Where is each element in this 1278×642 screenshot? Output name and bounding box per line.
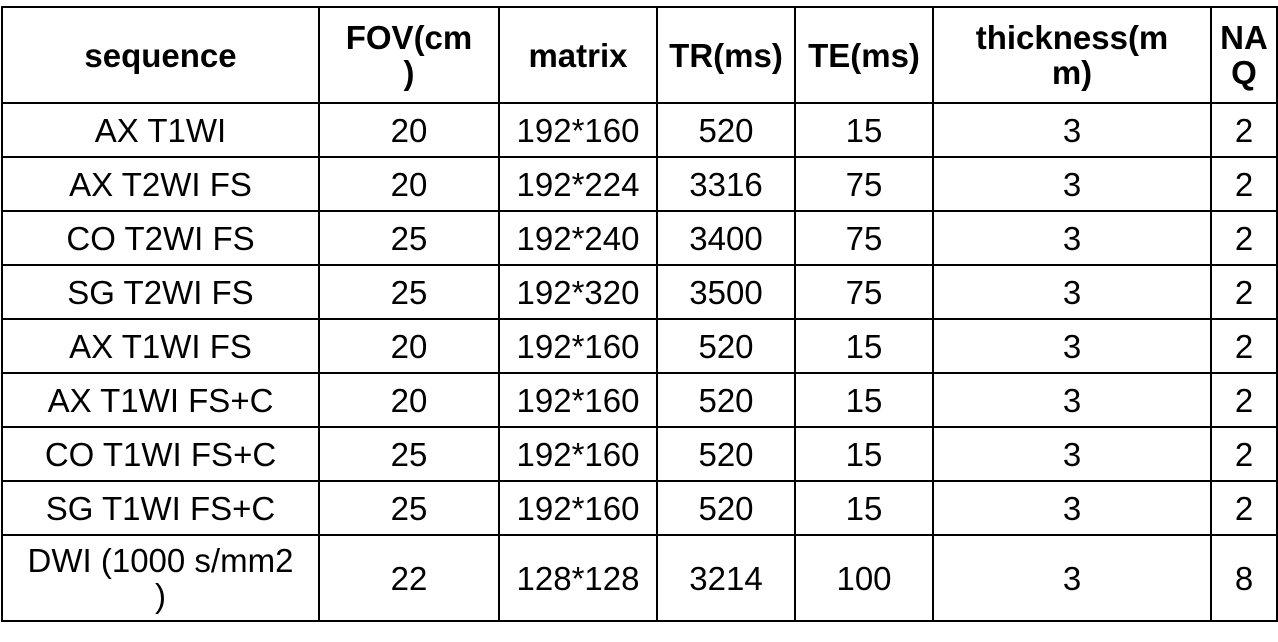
cell-tr: 520 <box>656 480 796 536</box>
cell-sequence: AX T1WI FS+C <box>1 372 320 428</box>
header-tr-text: TR(ms) <box>669 36 783 74</box>
header-thickness-line2: m) <box>1051 54 1093 91</box>
header-tr: TR(ms) <box>656 6 796 104</box>
cell-fov: 25 <box>318 426 500 482</box>
cell-matrix: 128*128 <box>498 534 658 622</box>
cell-te: 15 <box>794 102 934 158</box>
cell-thickness: 3 <box>932 318 1212 374</box>
cell-thickness: 3 <box>932 534 1212 622</box>
cell-sequence-line1: DWI (1000 s/mm2 <box>27 542 294 579</box>
table-row: DWI (1000 s/mm2) 22 128*128 3214 100 3 8 <box>1 534 1278 622</box>
cell-naq: 2 <box>1210 210 1278 266</box>
cell-tr: 520 <box>656 318 796 374</box>
header-te: TE(ms) <box>794 6 934 104</box>
header-thickness: thickness(m m) <box>932 6 1212 104</box>
cell-te: 15 <box>794 426 934 482</box>
cell-fov: 20 <box>318 372 500 428</box>
cell-tr: 3316 <box>656 156 796 212</box>
cell-fov: 22 <box>318 534 500 622</box>
table-row: SG T2WI FS 25 192*320 3500 75 3 2 <box>1 264 1278 320</box>
cell-sequence: AX T1WI <box>1 102 320 158</box>
header-fov-line2: ) <box>403 54 415 91</box>
cell-sequence: AX T2WI FS <box>1 156 320 212</box>
cell-sequence: SG T2WI FS <box>1 264 320 320</box>
cell-tr: 520 <box>656 426 796 482</box>
cell-sequence-line2: ) <box>155 577 166 614</box>
header-fov: FOV(cm) <box>318 6 500 104</box>
header-matrix-text: matrix <box>528 36 628 74</box>
cell-thickness: 3 <box>932 264 1212 320</box>
cell-naq: 2 <box>1210 102 1278 158</box>
cell-sequence: AX T1WI FS <box>1 318 320 374</box>
cell-matrix: 192*160 <box>498 318 658 374</box>
table-row: AX T1WI FS 20 192*160 520 15 3 2 <box>1 318 1278 374</box>
table-row: AX T1WI 20 192*160 520 15 3 2 <box>1 102 1278 158</box>
cell-fov: 25 <box>318 480 500 536</box>
table-row: SG T1WI FS+C 25 192*160 520 15 3 2 <box>1 480 1278 536</box>
cell-sequence: CO T1WI FS+C <box>1 426 320 482</box>
cell-thickness: 3 <box>932 480 1212 536</box>
cell-thickness: 3 <box>932 102 1212 158</box>
cell-te: 15 <box>794 318 934 374</box>
cell-sequence: SG T1WI FS+C <box>1 480 320 536</box>
table-row: AX T1WI FS+C 20 192*160 520 15 3 2 <box>1 372 1278 428</box>
cell-fov: 20 <box>318 102 500 158</box>
cell-thickness: 3 <box>932 372 1212 428</box>
cell-thickness: 3 <box>932 210 1212 266</box>
header-te-text: TE(ms) <box>808 36 920 74</box>
cell-tr: 3400 <box>656 210 796 266</box>
table-row: AX T2WI FS 20 192*224 3316 75 3 2 <box>1 156 1278 212</box>
mri-parameters-table: sequence FOV(cm) matrix TR(ms) TE(ms) th… <box>1 6 1278 622</box>
cell-fov: 25 <box>318 264 500 320</box>
cell-fov: 20 <box>318 156 500 212</box>
table-row: CO T2WI FS 25 192*240 3400 75 3 2 <box>1 210 1278 266</box>
cell-matrix: 192*240 <box>498 210 658 266</box>
header-naq-line1: NA <box>1220 19 1268 56</box>
table-row: CO T1WI FS+C 25 192*160 520 15 3 2 <box>1 426 1278 482</box>
cell-sequence: DWI (1000 s/mm2) <box>1 534 320 622</box>
header-fov-line1: FOV(cm <box>345 19 473 56</box>
cell-naq: 8 <box>1210 534 1278 622</box>
cell-tr: 3500 <box>656 264 796 320</box>
cell-naq: 2 <box>1210 318 1278 374</box>
cell-matrix: 192*160 <box>498 102 658 158</box>
header-sequence-text: sequence <box>84 36 237 74</box>
header-thickness-line1: thickness(m <box>975 19 1169 56</box>
cell-fov: 20 <box>318 318 500 374</box>
cell-thickness: 3 <box>932 156 1212 212</box>
cell-naq: 2 <box>1210 372 1278 428</box>
cell-fov: 25 <box>318 210 500 266</box>
cell-naq: 2 <box>1210 156 1278 212</box>
cell-matrix: 192*224 <box>498 156 658 212</box>
cell-te: 15 <box>794 372 934 428</box>
cell-te: 15 <box>794 480 934 536</box>
cell-te: 75 <box>794 156 934 212</box>
cell-te: 75 <box>794 264 934 320</box>
cell-naq: 2 <box>1210 264 1278 320</box>
cell-tr: 520 <box>656 372 796 428</box>
cell-naq: 2 <box>1210 426 1278 482</box>
header-naq-line2: Q <box>1231 54 1257 91</box>
cell-matrix: 192*320 <box>498 264 658 320</box>
cell-te: 100 <box>794 534 934 622</box>
cell-sequence: CO T2WI FS <box>1 210 320 266</box>
header-row: sequence FOV(cm) matrix TR(ms) TE(ms) th… <box>1 6 1278 104</box>
header-matrix: matrix <box>498 6 658 104</box>
cell-thickness: 3 <box>932 426 1212 482</box>
header-sequence: sequence <box>1 6 320 104</box>
cell-matrix: 192*160 <box>498 426 658 482</box>
cell-naq: 2 <box>1210 480 1278 536</box>
cell-matrix: 192*160 <box>498 480 658 536</box>
cell-te: 75 <box>794 210 934 266</box>
cell-tr: 520 <box>656 102 796 158</box>
header-naq: NA Q <box>1210 6 1278 104</box>
cell-matrix: 192*160 <box>498 372 658 428</box>
cell-tr: 3214 <box>656 534 796 622</box>
